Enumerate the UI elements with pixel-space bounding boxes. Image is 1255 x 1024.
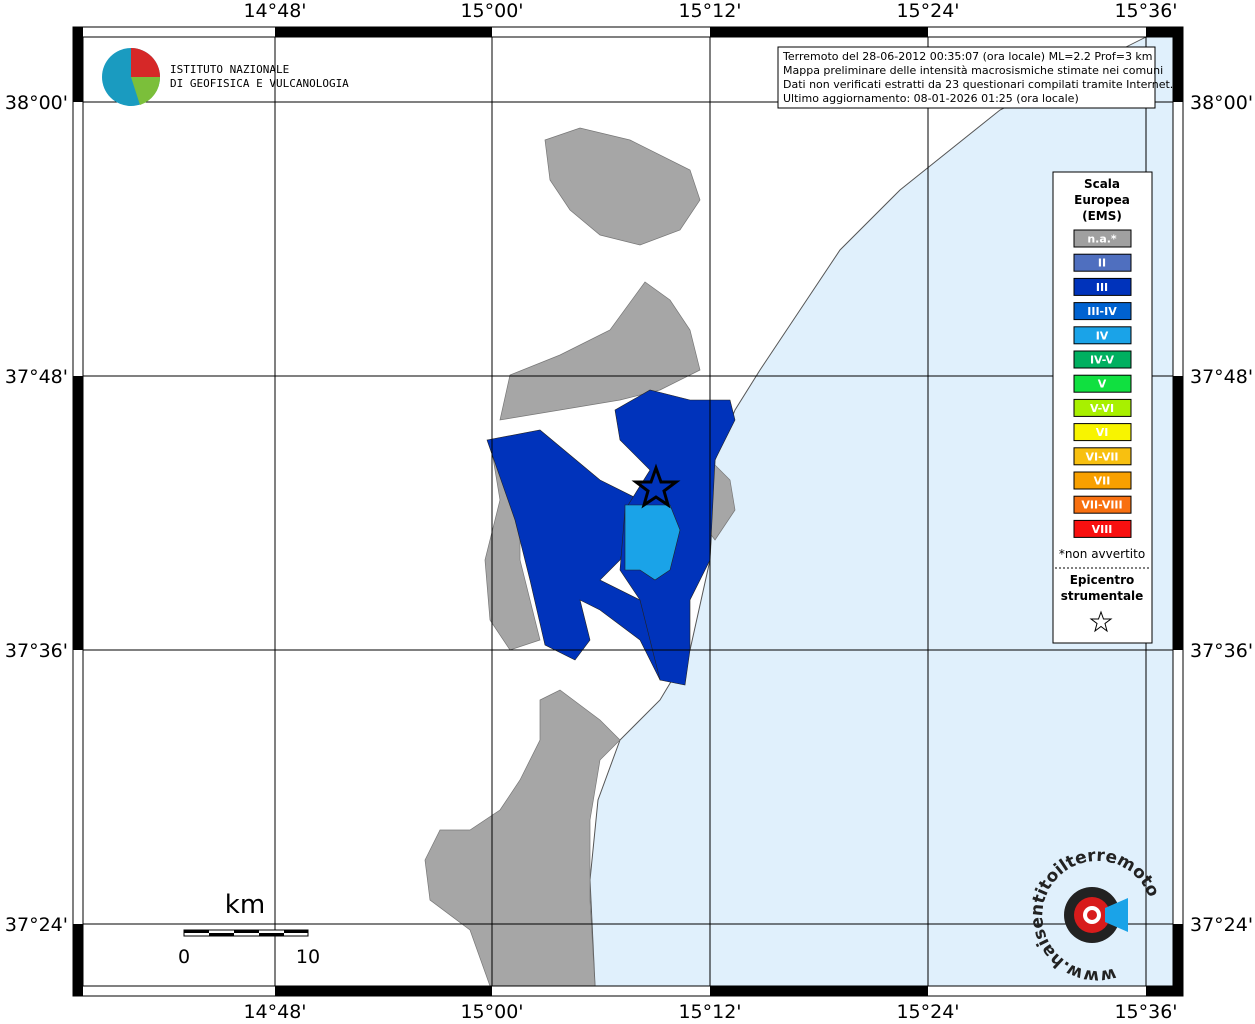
lon-label: 15°36' xyxy=(1114,1001,1177,1023)
scale-unit: km xyxy=(225,890,265,920)
lon-label: 15°24' xyxy=(896,0,959,22)
legend-swatch xyxy=(1073,253,1132,272)
lat-label: 38°00' xyxy=(5,92,68,114)
ingv-logo-part xyxy=(131,77,161,105)
lat-label: 37°48' xyxy=(5,366,68,388)
legend-label: IV xyxy=(1096,329,1109,342)
legend-label: VI-VII xyxy=(1085,450,1118,463)
info-line: Dati non verificati estratti da 23 quest… xyxy=(783,78,1173,91)
legend-swatch xyxy=(1073,326,1132,345)
info-line: Mappa preliminare delle intensità macros… xyxy=(783,64,1163,77)
ingv-name: DI GEOFISICA E VULCANOLOGIA xyxy=(170,77,349,90)
legend-note: *non avvertito xyxy=(1059,547,1145,561)
legend-label: VI xyxy=(1096,426,1109,439)
legend-label: II xyxy=(1098,257,1106,270)
frame-bars xyxy=(73,27,1183,996)
sea xyxy=(590,37,1173,986)
lat-label: 37°48' xyxy=(1190,366,1253,388)
legend-swatch xyxy=(1073,374,1132,393)
ingv-name: ISTITUTO NAZIONALE xyxy=(170,63,289,76)
legend-label: III-IV xyxy=(1087,305,1117,318)
legend-label: V xyxy=(1098,378,1107,391)
site-logo-speaker xyxy=(1105,898,1128,932)
legend-star xyxy=(1089,610,1113,633)
legend-swatch xyxy=(1073,229,1132,248)
legend-label: n.a.* xyxy=(1087,233,1117,246)
legend-swatch xyxy=(1073,495,1132,514)
legend-label: IV-V xyxy=(1090,354,1115,367)
legend-title: Europea xyxy=(1074,193,1130,207)
scale-min: 0 xyxy=(178,946,190,968)
lon-label: 15°36' xyxy=(1114,0,1177,22)
legend-swatch xyxy=(1073,519,1132,538)
legend-swatch xyxy=(1073,350,1132,369)
lat-label: 37°36' xyxy=(5,640,68,662)
lat-label: 37°24' xyxy=(1190,914,1253,936)
scale-max: 10 xyxy=(296,946,320,968)
lat-label: 37°36' xyxy=(1190,640,1253,662)
site-logo-dot xyxy=(1087,910,1097,920)
lon-label: 15°12' xyxy=(678,0,741,22)
legend-swatch xyxy=(1073,471,1132,490)
lat-label: 38°00' xyxy=(1190,92,1253,114)
legend-swatch xyxy=(1073,277,1132,296)
area-iv xyxy=(624,504,681,581)
info-line: Terremoto del 28-06-2012 00:35:07 (ora l… xyxy=(782,50,1153,63)
legend-label: V-VI xyxy=(1090,402,1114,415)
legend-label: VII xyxy=(1094,475,1111,488)
lat-label: 37°24' xyxy=(5,914,68,936)
lon-label: 15°12' xyxy=(678,1001,741,1023)
legend-swatch xyxy=(1073,423,1132,442)
areas-na xyxy=(424,127,736,987)
lon-label: 15°00' xyxy=(460,1001,523,1023)
legend-title: Scala xyxy=(1084,177,1120,191)
lon-label: 15°24' xyxy=(896,1001,959,1023)
legend-swatch xyxy=(1073,447,1132,466)
lon-label: 15°00' xyxy=(460,0,523,22)
info-line: Ultimo aggiornamento: 08-01-2026 01:25 (… xyxy=(783,92,1079,105)
legend-epicenter: Epicentro xyxy=(1070,573,1135,587)
info-box xyxy=(777,46,1156,109)
legend-swatch xyxy=(1073,302,1132,321)
lon-label: 14°48' xyxy=(243,0,306,22)
ingv-logo-part xyxy=(131,48,160,77)
lon-label: 14°48' xyxy=(243,1001,306,1023)
epicenter-star xyxy=(631,463,681,509)
legend-title: (EMS) xyxy=(1082,209,1122,223)
scale-bar-segments xyxy=(184,930,308,936)
legend-swatch xyxy=(1073,398,1132,417)
legend-label: VIII xyxy=(1092,523,1113,536)
legend-label: III xyxy=(1096,281,1108,294)
legend-epicenter: strumentale xyxy=(1061,589,1144,603)
legend-label: VII-VIII xyxy=(1081,499,1122,512)
